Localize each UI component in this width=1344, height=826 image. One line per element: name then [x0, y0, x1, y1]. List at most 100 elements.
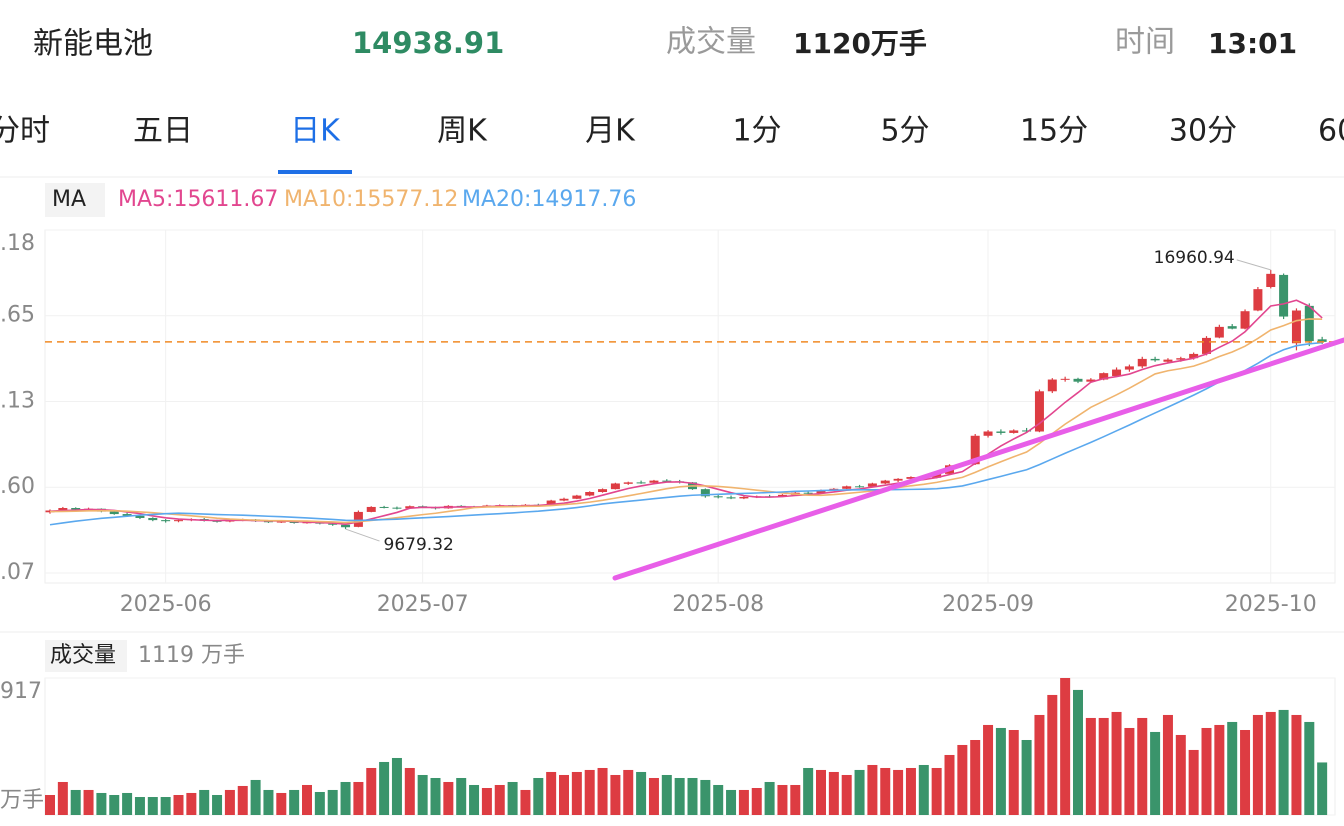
candle-body [816, 490, 826, 494]
candle-body [1202, 337, 1211, 354]
volume-bar [327, 789, 338, 815]
candle-body [906, 477, 916, 479]
volume-bar [1034, 714, 1045, 815]
volume-bar [777, 784, 788, 815]
candle-body [1112, 369, 1122, 376]
x-tick-label: 2025-10 [1225, 592, 1317, 617]
candle-body [148, 517, 158, 521]
volume-bar [790, 784, 801, 815]
volume-bar [199, 789, 210, 815]
volume-bar [1278, 709, 1289, 815]
volume-bar [1317, 762, 1328, 815]
candle-body [662, 480, 672, 482]
volume-bar [314, 791, 325, 815]
volume-bar [1137, 717, 1148, 815]
volume-bar [584, 769, 595, 815]
volume-bar [828, 771, 839, 815]
candle-body [379, 506, 389, 508]
candle-body [855, 486, 865, 488]
candle-body [405, 506, 415, 509]
volume-bar [623, 769, 634, 815]
volume-value: 1120万手 [793, 27, 927, 60]
candle-body [1253, 289, 1263, 311]
volume-bar [1021, 739, 1032, 815]
tab[interactable]: 60 [1318, 114, 1344, 149]
candle-body [636, 482, 646, 484]
volume-bar [636, 771, 647, 815]
volume-bar [1008, 729, 1019, 815]
volume-bar [379, 761, 390, 815]
candle-body [392, 507, 402, 509]
candle-body [1189, 353, 1199, 359]
volume-label: 成交量 [666, 25, 756, 60]
candle-body [276, 521, 286, 523]
candle-body [1099, 373, 1109, 380]
volume-bar [520, 789, 531, 815]
volume-bar [1060, 678, 1071, 815]
tab[interactable]: 30分 [1169, 114, 1237, 149]
volume-bar [340, 781, 351, 815]
volume-bar [1201, 727, 1212, 815]
plot-layer: .18 .65 .13 .60 .07 2025-06 2025-07 2025-08 2025… [0, 229, 1335, 816]
tab[interactable]: 分时 [0, 114, 50, 149]
candle-body [341, 524, 351, 528]
candle-body [1150, 358, 1160, 361]
volume-bar [944, 754, 955, 815]
volume-bar [571, 771, 582, 815]
volume-bar [1073, 689, 1083, 815]
volume-chip [45, 640, 127, 672]
volume-bar [186, 792, 197, 815]
candle-body [1176, 358, 1186, 360]
volume-bar [456, 777, 467, 815]
tab[interactable]: 周K [437, 114, 488, 149]
volume-bar [1085, 717, 1096, 815]
volume-bar [764, 781, 775, 815]
trend-line [612, 337, 1344, 581]
candle-body [1163, 359, 1173, 362]
candle-body [263, 521, 273, 523]
volume-bar [533, 777, 544, 815]
volume-bar [302, 784, 312, 815]
candle-body [1317, 339, 1327, 342]
ma-line [49, 318, 1323, 524]
volume-bar [122, 792, 133, 815]
candle-body [1086, 379, 1096, 382]
volume-bar [507, 781, 518, 815]
tab[interactable]: 日K [290, 114, 341, 149]
tab[interactable]: 1分 [732, 114, 781, 149]
volume-bar [841, 774, 852, 815]
volume-bar [263, 789, 274, 815]
volume-bar [237, 785, 248, 815]
candle-body [1034, 391, 1044, 432]
candle-body [867, 483, 877, 487]
volume-bar [417, 774, 428, 815]
tab[interactable]: 15分 [1020, 114, 1088, 149]
candle-body [1073, 378, 1083, 382]
volume-bar [1111, 711, 1122, 815]
candle-body [1060, 378, 1070, 380]
candle-body [598, 489, 608, 493]
candle-body [58, 508, 68, 511]
volume-bar [970, 739, 981, 815]
tab[interactable]: 月K [585, 114, 636, 149]
candle-body [983, 431, 993, 436]
candle-body [996, 431, 1006, 433]
y-tick-label: 917 [0, 679, 42, 704]
candle-body [585, 492, 595, 496]
volume-bar [57, 781, 68, 815]
volume-bar [250, 779, 261, 815]
volume-bar [893, 769, 904, 815]
candle-body [1214, 326, 1224, 338]
tab[interactable]: 5分 [880, 114, 929, 149]
volume-bar [610, 774, 621, 815]
volume-bar [546, 771, 557, 815]
candle-body [713, 496, 723, 498]
volume-bar [995, 727, 1006, 815]
tab[interactable]: 五日 [133, 114, 193, 149]
candle-body [726, 497, 736, 499]
tab-underline [278, 170, 352, 174]
volume-bar [726, 789, 737, 815]
volume-bar [648, 777, 659, 815]
legend-title: MA [52, 187, 86, 212]
